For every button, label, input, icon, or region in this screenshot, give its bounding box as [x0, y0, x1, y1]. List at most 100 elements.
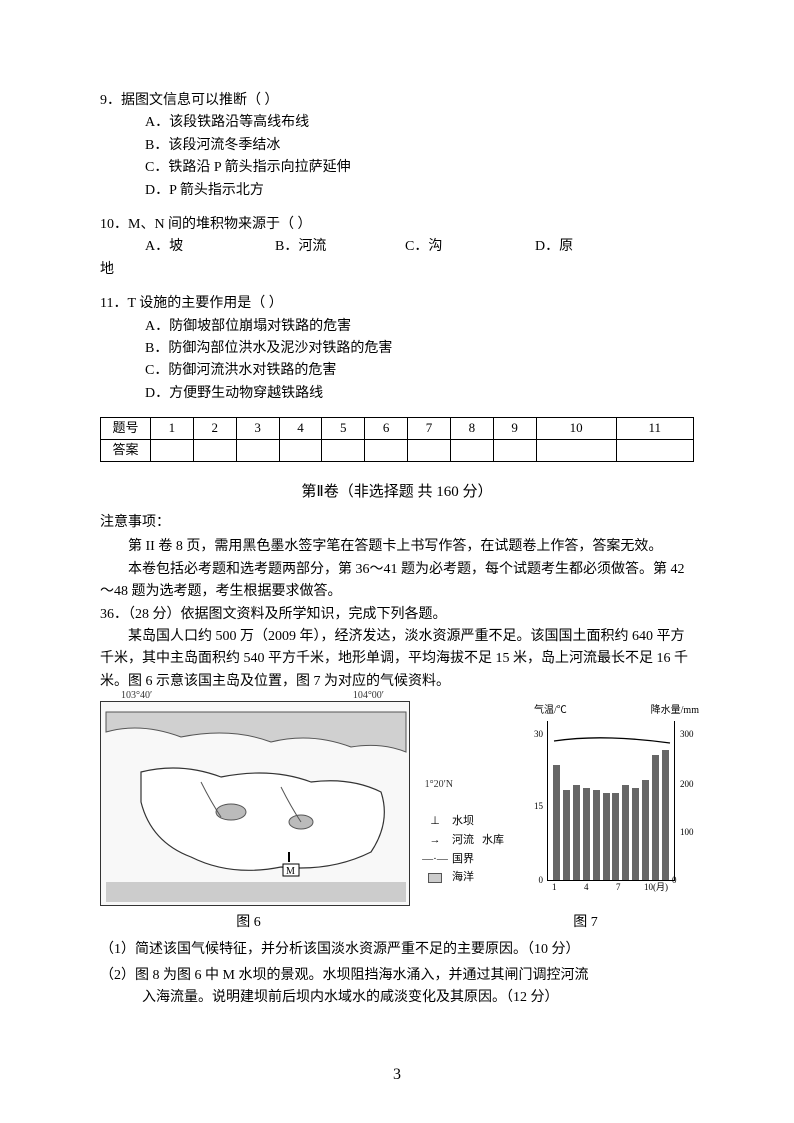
border-icon: ―·― — [424, 850, 446, 869]
q9-option-d: D．P 箭头指示北方 — [145, 180, 425, 202]
rain-bar — [652, 755, 659, 880]
table-header-label: 题号 — [101, 418, 151, 440]
rain-tick-300: 300 — [680, 727, 704, 741]
rain-bar — [612, 793, 619, 881]
ans-11 — [616, 440, 693, 462]
figure-row: 103°40′ 104°00′ 1°20′N M ⊥ 水坝 → 河流 水库 — [100, 701, 694, 906]
ans-2 — [193, 440, 236, 462]
ans-5 — [322, 440, 365, 462]
q10-stem: 10．M、N 间的堆积物来源于（ ） — [100, 214, 694, 236]
q10-option-c: C．沟 — [405, 236, 535, 258]
q11-option-d: D．方便野生动物穿越铁路线 — [145, 383, 694, 405]
col-5: 5 — [322, 418, 365, 440]
rain-bar — [563, 790, 570, 880]
ans-1 — [151, 440, 194, 462]
rain-bar — [553, 765, 560, 880]
col-9: 9 — [493, 418, 536, 440]
col-2: 2 — [193, 418, 236, 440]
q10-option-b: B．河流 — [275, 236, 405, 258]
rain-bar — [662, 750, 669, 880]
ans-10 — [536, 440, 616, 462]
col-1: 1 — [151, 418, 194, 440]
legend-ocean: 海洋 — [424, 868, 504, 887]
answer-table: 题号 1 2 3 4 5 6 7 8 9 10 11 答案 — [100, 417, 694, 462]
question-9: 9．据图文信息可以推断（ ） A．该段铁路沿等高线布线 B．该段河流冬季结冰 C… — [100, 90, 694, 202]
legend-dam-label: 水坝 — [452, 812, 474, 831]
table-answer-row: 答案 — [101, 440, 694, 462]
q11-stem: 11．T 设施的主要作用是（ ） — [100, 293, 694, 315]
col-11: 11 — [616, 418, 693, 440]
sub-question-1: （1）简述该国气候特征，并分析该国淡水资源严重不足的主要原因。（10 分） — [100, 939, 694, 961]
chart-inner: 1 4 7 10(月) — [547, 721, 675, 881]
q9-option-a: A．该段铁路沿等高线布线 — [145, 112, 425, 134]
temp-tick-15: 15 — [521, 799, 543, 813]
col-4: 4 — [279, 418, 322, 440]
ans-9 — [493, 440, 536, 462]
fig6-caption: 图 6 — [100, 912, 397, 934]
chart-rain-axis-label: 降水量/mm — [651, 703, 699, 719]
ans-6 — [365, 440, 408, 462]
figure-6-map: 103°40′ 104°00′ 1°20′N M ⊥ 水坝 → 河流 水库 — [100, 701, 410, 906]
map-lon1: 103°40′ — [121, 688, 152, 704]
ans-8 — [450, 440, 493, 462]
section-title: 第Ⅱ卷（非选择题 共 160 分） — [100, 480, 694, 504]
page-number: 3 — [0, 1062, 794, 1088]
figure-7-chart: 气温/℃ 降水量/mm 30 15 0 300 200 100 0 1 4 7 … — [519, 701, 694, 906]
map-lat: 1°20′N — [425, 777, 453, 793]
ans-7 — [408, 440, 451, 462]
x-tick-4: 4 — [584, 880, 589, 894]
legend-reservoir-label: 水库 — [482, 831, 504, 850]
dam-icon: ⊥ — [424, 812, 446, 831]
rain-tick-100: 100 — [680, 825, 704, 839]
rain-bar — [583, 788, 590, 881]
q11-option-b: B．防御沟部位洪水及泥沙对铁路的危害 — [145, 338, 694, 360]
notice-p2: 本卷包括必考题和选考题两部分，第 36～41 题为必考题，每个试题考生都必须做答… — [100, 559, 694, 604]
map-m-label-svg: M — [286, 866, 295, 877]
ocean-icon — [424, 873, 446, 883]
rain-bar — [632, 788, 639, 881]
temp-line — [552, 735, 672, 765]
col-7: 7 — [408, 418, 451, 440]
q36-stem: 36．（28 分）依据图文资料及所学知识，完成下列各题。 — [100, 604, 694, 626]
x-tick-10: 10(月) — [644, 880, 668, 894]
x-tick-7: 7 — [616, 880, 621, 894]
temp-tick-0: 0 — [521, 873, 543, 887]
q10-option-d: D．原 — [535, 236, 665, 258]
ans-3 — [236, 440, 279, 462]
legend-border-label: 国界 — [452, 850, 474, 869]
q10-option-a: A．坡 — [145, 236, 275, 258]
q11-option-c: C．防御河流洪水对铁路的危害 — [145, 360, 694, 382]
fig7-caption: 图 7 — [397, 912, 694, 934]
map-legend: ⊥ 水坝 → 河流 水库 ―·― 国界 海洋 — [424, 812, 504, 887]
map-lon2: 104°00′ — [353, 688, 384, 704]
rain-bar — [603, 793, 610, 881]
q9-options: A．该段铁路沿等高线布线 B．该段河流冬季结冰 C．铁路沿 P 箭头指示向拉萨延… — [100, 112, 694, 202]
chart-temp-axis-label: 气温/℃ — [534, 703, 567, 719]
q11-option-a: A．防御坡部位崩塌对铁路的危害 — [145, 316, 694, 338]
q10-tail: 地 — [100, 259, 694, 281]
rain-tick-200: 200 — [680, 777, 704, 791]
notice-heading: 注意事项： — [100, 512, 694, 534]
x-tick-1: 1 — [552, 880, 557, 894]
q36-body: 某岛国人口约 500 万（2009 年），经济发达，淡水资源严重不足。该国国土面… — [100, 626, 694, 693]
notice-p1: 第 II 卷 8 页，需用黑色墨水签字笔在答题卡上书写作答，在试题卷上作答，答案… — [100, 536, 694, 558]
river-icon: → — [424, 831, 446, 850]
question-10: 10．M、N 间的堆积物来源于（ ） A．坡 B．河流 C．沟 D．原 地 — [100, 214, 694, 281]
temp-tick-30: 30 — [521, 727, 543, 741]
question-11: 11．T 设施的主要作用是（ ） A．防御坡部位崩塌对铁路的危害 B．防御沟部位… — [100, 293, 694, 405]
q9-stem: 9．据图文信息可以推断（ ） — [100, 90, 694, 112]
legend-dam: ⊥ 水坝 — [424, 812, 504, 831]
table-header-row: 题号 1 2 3 4 5 6 7 8 9 10 11 — [101, 418, 694, 440]
q10-options: A．坡 B．河流 C．沟 D．原 — [100, 236, 694, 258]
rain-bar — [642, 780, 649, 880]
sub-question-2-line2: 入海流量。说明建坝前后坝内水域水的咸淡变化及其原因。（12 分） — [100, 987, 694, 1009]
rain-bar — [593, 790, 600, 880]
map-svg: M — [101, 702, 411, 907]
q11-options: A．防御坡部位崩塌对铁路的危害 B．防御沟部位洪水及泥沙对铁路的危害 C．防御河… — [100, 316, 694, 406]
legend-river-label: 河流 — [452, 831, 474, 850]
sub-question-2-line1: （2）图 8 为图 6 中 M 水坝的景观。水坝阻挡海水涌入，并通过其闸门调控河… — [100, 965, 694, 987]
table-answer-label: 答案 — [101, 440, 151, 462]
rain-tick-0: 0 — [672, 873, 696, 887]
q9-option-c: C．铁路沿 P 箭头指示向拉萨延伸 — [145, 157, 425, 179]
legend-border: ―·― 国界 — [424, 850, 504, 869]
